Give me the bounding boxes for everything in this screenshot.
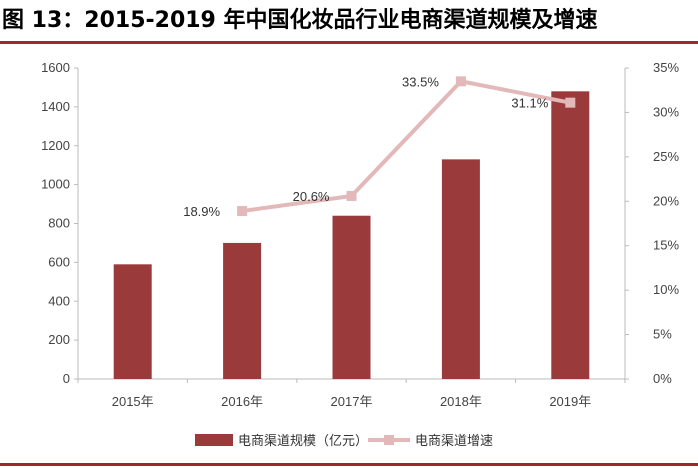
legend-swatch-bar — [195, 434, 233, 446]
x-tick-label: 2015年 — [112, 394, 154, 409]
y-tick-label-left: 1200 — [41, 138, 70, 153]
line-point — [346, 190, 357, 201]
y-tick-label-left: 1400 — [41, 99, 70, 114]
y-tick-label-right: 25% — [653, 149, 679, 164]
bar — [332, 215, 371, 379]
legend-marker-line — [384, 435, 394, 445]
title-rule — [0, 41, 698, 44]
line-point — [237, 206, 248, 217]
line-point — [565, 97, 576, 108]
bar — [441, 159, 480, 379]
bar — [113, 264, 152, 379]
y-tick-label-left: 200 — [48, 332, 70, 347]
legend-label-line: 电商渠道增速 — [415, 434, 493, 449]
y-tick-label-right: 10% — [653, 282, 679, 297]
x-tick-label: 2016年 — [221, 394, 263, 409]
data-label: 18.9% — [183, 204, 220, 219]
line-point — [455, 76, 466, 87]
y-tick-label-right: 30% — [653, 104, 679, 119]
legend: 电商渠道规模（亿元） 电商渠道增速 — [195, 434, 493, 449]
x-tick-label: 2018年 — [440, 394, 482, 409]
y-tick-label-right: 5% — [653, 327, 672, 342]
y-tick-label-left: 1600 — [41, 60, 70, 75]
y-tick-label-right: 15% — [653, 238, 679, 253]
y-tick-label-left: 600 — [48, 254, 70, 269]
bar — [551, 91, 590, 379]
data-label: 33.5% — [402, 74, 439, 89]
legend-label-bar: 电商渠道规模（亿元） — [238, 434, 368, 449]
y-tick-label-right: 35% — [653, 60, 679, 75]
chart-axes: 0 200 400 600 800 1000 1200 1400 1600 0% 5% 10% 15% 2… — [41, 60, 679, 409]
data-label: 31.1% — [511, 96, 548, 111]
y-tick-label-left: 800 — [48, 216, 70, 231]
line-series: 18.9% 20.6% 33.5% 31.1% — [183, 74, 576, 219]
bar — [223, 242, 262, 379]
x-tick-label: 2019年 — [549, 394, 591, 409]
y-tick-label-left: 400 — [48, 293, 70, 308]
growth-line — [241, 79, 571, 214]
bar-series — [113, 91, 590, 379]
chart-title: 图 13：2015-2019 年中国化妆品行业电商渠道规模及增速 — [2, 8, 598, 33]
y-tick-label-left: 0 — [63, 371, 70, 386]
bottom-rule — [0, 463, 698, 466]
x-tick-label: 2017年 — [331, 394, 373, 409]
data-label: 20.6% — [293, 189, 330, 204]
y-tick-label-right: 0% — [653, 371, 672, 386]
y-tick-label-right: 20% — [653, 193, 679, 208]
y-tick-label-left: 1000 — [41, 177, 70, 192]
